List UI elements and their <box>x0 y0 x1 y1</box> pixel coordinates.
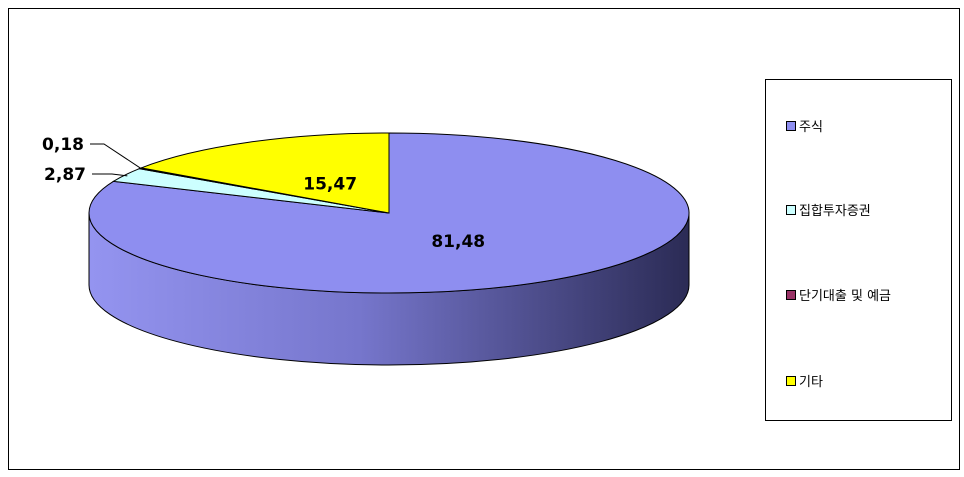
pie-slice <box>139 132 390 214</box>
legend-swatch <box>786 204 796 215</box>
legend-label: 기타 <box>799 375 823 390</box>
legend-item: 집합투자증권 <box>786 200 871 219</box>
legend-swatch <box>786 120 796 131</box>
legend-label: 주식 <box>799 120 823 135</box>
legend-label: 집합투자증권 <box>799 204 871 219</box>
data-label: 15,47 <box>303 174 357 194</box>
data-label: 81,48 <box>431 232 485 252</box>
legend-label: 단기대출 및 예금 <box>799 289 891 304</box>
leader-line <box>90 143 143 170</box>
leader-line <box>92 173 128 177</box>
data-label: 0,18 <box>42 135 84 155</box>
legend: 주식 집합투자증권 단기대출 및 예금 기타 <box>765 79 952 421</box>
legend-swatch <box>786 375 796 386</box>
legend-item: 주식 <box>786 116 823 135</box>
legend-item: 기타 <box>786 371 823 390</box>
legend-swatch <box>786 289 796 300</box>
data-label: 2,87 <box>44 165 86 185</box>
legend-item: 단기대출 및 예금 <box>786 285 891 304</box>
